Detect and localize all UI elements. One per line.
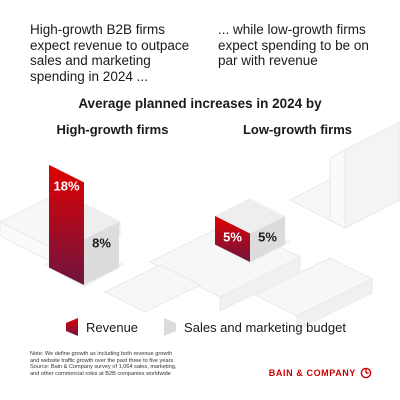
bar-budget — [84, 221, 119, 285]
legend-swatch-budget — [164, 318, 177, 336]
footnote-line: Note: We define growth as including both… — [30, 351, 173, 357]
legend: Revenue Sales and marketing budget — [66, 318, 372, 336]
bars-layer: 18% 8% 5% 5% — [43, 164, 291, 288]
brand-name: BAIN & COMPANY — [268, 368, 356, 378]
bar-revenue — [49, 164, 84, 285]
footnote-line: and other commercial roles at B2B compan… — [30, 370, 171, 377]
legend-swatch-revenue — [66, 318, 78, 336]
bar-revenue — [215, 216, 250, 262]
brand-logo[interactable]: BAIN & COMPANY — [269, 367, 372, 379]
legend-label-revenue: Revenue — [86, 319, 139, 335]
footnote-line: and website traffic growth over the past… — [30, 357, 174, 364]
bar-label-revenue: 5% — [223, 230, 242, 245]
group-label-high-growth: High-growth firms — [56, 122, 169, 137]
bar-label-budget: 8% — [92, 235, 111, 250]
footnote-line: Source: Bain & Company survey of 1,064 s… — [30, 364, 177, 371]
intro-text-right: ... while low-growth firms expect spendi… — [218, 22, 369, 68]
legend-item-revenue: Revenue — [66, 318, 138, 336]
footnotes: Note: We define growth as including both… — [30, 351, 250, 377]
intro-text-left: High-growth B2B firms expect revenue to … — [30, 22, 190, 84]
legend-item-budget: Sales and marketing budget — [164, 318, 346, 336]
legend-label-budget: Sales and marketing budget — [184, 319, 346, 335]
bain-logo-icon — [360, 367, 372, 379]
chart-title: Average planned increases in 2024 by — [78, 96, 322, 111]
bar-label-revenue: 18% — [53, 178, 79, 193]
bar-budget — [250, 216, 285, 262]
group-label-low-growth: Low-growth firms — [242, 122, 353, 137]
bar-label-budget: 5% — [258, 230, 277, 245]
